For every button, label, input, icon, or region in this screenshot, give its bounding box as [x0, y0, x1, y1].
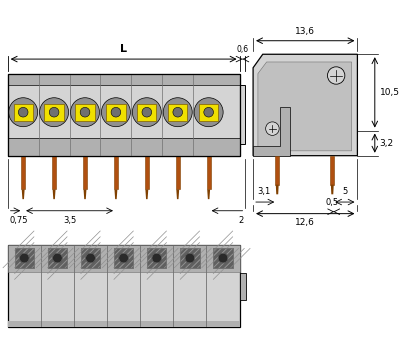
Bar [213, 248, 233, 268]
Bar [15, 248, 34, 268]
Circle shape [163, 98, 192, 127]
Bar [240, 273, 246, 300]
Bar [52, 156, 56, 189]
Bar [147, 248, 166, 268]
Circle shape [266, 122, 279, 135]
Polygon shape [253, 54, 358, 156]
Polygon shape [22, 189, 25, 199]
Circle shape [119, 253, 128, 263]
Circle shape [142, 107, 152, 117]
Circle shape [20, 253, 29, 263]
Circle shape [152, 253, 162, 263]
Bar [8, 321, 240, 327]
Text: 0,6: 0,6 [236, 45, 248, 54]
Text: 13,6: 13,6 [295, 27, 315, 36]
Text: 2: 2 [238, 216, 244, 225]
Circle shape [86, 253, 95, 263]
Bar [44, 104, 64, 121]
Circle shape [102, 98, 130, 127]
Bar [114, 156, 118, 189]
Polygon shape [253, 107, 290, 156]
Bar [8, 74, 240, 156]
Bar [14, 104, 33, 121]
Bar [176, 156, 180, 189]
Polygon shape [145, 189, 148, 199]
Circle shape [328, 67, 345, 84]
Bar [213, 248, 233, 268]
Circle shape [49, 107, 59, 117]
Bar [330, 156, 334, 185]
Bar [147, 248, 166, 268]
Bar [8, 245, 240, 272]
Bar [83, 156, 87, 189]
Circle shape [194, 98, 223, 127]
Bar [81, 248, 100, 268]
Bar [48, 248, 67, 268]
Circle shape [132, 98, 161, 127]
Bar [8, 74, 240, 85]
Bar [75, 104, 95, 121]
Circle shape [70, 98, 100, 127]
Bar [106, 104, 126, 121]
Polygon shape [276, 185, 279, 194]
Polygon shape [258, 62, 352, 151]
Circle shape [185, 253, 195, 263]
Bar [81, 248, 100, 268]
Polygon shape [176, 189, 179, 199]
Circle shape [173, 107, 182, 117]
Bar [207, 156, 210, 189]
Text: 3,2: 3,2 [380, 139, 394, 148]
Circle shape [204, 107, 214, 117]
Bar [199, 104, 218, 121]
Text: 5: 5 [342, 187, 348, 196]
Polygon shape [114, 189, 117, 199]
Bar [8, 74, 240, 85]
Text: 3,5: 3,5 [63, 216, 76, 225]
Circle shape [9, 98, 38, 127]
Bar [8, 245, 240, 327]
Bar [275, 156, 279, 185]
Bar [48, 248, 67, 268]
Bar [180, 248, 200, 268]
Bar [240, 85, 245, 144]
Bar [145, 156, 149, 189]
Circle shape [18, 107, 28, 117]
Bar [168, 104, 187, 121]
Bar [114, 248, 133, 268]
Text: L: L [120, 44, 127, 54]
Bar [21, 156, 25, 189]
Text: 12,6: 12,6 [295, 218, 315, 228]
Bar [180, 248, 200, 268]
Text: 0,75: 0,75 [10, 216, 28, 225]
Circle shape [80, 107, 90, 117]
Polygon shape [331, 185, 334, 194]
Bar [114, 248, 133, 268]
Bar [15, 248, 34, 268]
Circle shape [218, 253, 228, 263]
Bar [8, 74, 240, 156]
Bar [137, 104, 156, 121]
Bar [8, 138, 240, 156]
Bar [8, 138, 240, 156]
Polygon shape [84, 189, 86, 199]
Polygon shape [53, 189, 56, 199]
Circle shape [52, 253, 62, 263]
Text: 0,5: 0,5 [326, 198, 339, 207]
Circle shape [111, 107, 121, 117]
Text: 10,5: 10,5 [380, 88, 400, 97]
Text: 3,1: 3,1 [257, 187, 270, 196]
Circle shape [40, 98, 68, 127]
Polygon shape [207, 189, 210, 199]
